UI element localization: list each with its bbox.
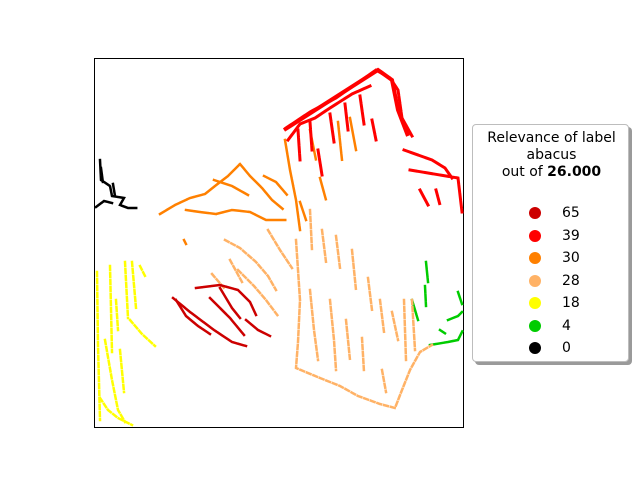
relevance-stroke-4-0 <box>423 260 430 308</box>
legend-item-18: 18 <box>473 293 630 313</box>
legend-dot-0 <box>529 342 541 354</box>
relevance-marks <box>94 67 465 427</box>
relevance-stroke-18-3 <box>103 338 127 424</box>
relevance-stroke-39-5 <box>316 118 378 177</box>
relevance-stroke-39-2 <box>296 94 366 162</box>
legend-title-value: 26.000 <box>547 164 602 180</box>
legend-title-line3: out of 26.000 <box>473 164 630 181</box>
relevance-stroke-30-6 <box>182 200 308 246</box>
relevance-stroke-65-1 <box>174 298 212 336</box>
legend-label-0: 0 <box>562 340 571 356</box>
relevance-stroke-28-2 <box>236 268 280 318</box>
relevance-stroke-28-3 <box>308 208 358 292</box>
relevance-stroke-65-4 <box>208 296 246 337</box>
relevance-stroke-30-3 <box>238 162 286 212</box>
relevance-stroke-30-2 <box>158 162 242 216</box>
series-65-marks <box>171 283 272 348</box>
legend-item-39: 39 <box>473 226 630 246</box>
legend-dot-18 <box>529 297 541 309</box>
legend-dot-4 <box>529 319 541 332</box>
relevance-stroke-18-2 <box>128 264 157 348</box>
relevance-stroke-0-2 <box>99 166 117 198</box>
legend-label-65: 65 <box>562 205 580 221</box>
relevance-stroke-0-1 <box>94 199 114 209</box>
relevance-stroke-39-1 <box>285 84 372 143</box>
legend-label-39: 39 <box>562 227 580 244</box>
relevance-stroke-4-4 <box>438 328 448 336</box>
relevance-stroke-39-4 <box>417 187 442 208</box>
legend-item-28: 28 <box>473 271 630 291</box>
legend-label-28: 28 <box>562 272 580 289</box>
relevance-stroke-30-5 <box>212 174 290 198</box>
relevance-stroke-30-0 <box>283 138 302 232</box>
roof-outline-39 <box>282 67 410 137</box>
relevance-stroke-65-0 <box>171 296 248 348</box>
relevance-stroke-65-3 <box>244 318 272 338</box>
relevance-stroke-28-5 <box>402 298 417 362</box>
relevance-stroke-28-4 <box>366 276 400 342</box>
relevance-stroke-28-1 <box>223 238 278 292</box>
relevance-stroke-18-1 <box>108 260 138 354</box>
legend-label-18: 18 <box>562 295 580 311</box>
legend-label-30: 30 <box>562 250 580 266</box>
legend-item-0: 0 <box>473 338 630 358</box>
legend-label-4: 4 <box>562 317 571 334</box>
relevance-stroke-65-2 <box>194 283 258 317</box>
relevance-stroke-28-0 <box>294 238 434 410</box>
legend-item-65: 65 <box>473 203 630 223</box>
relevance-stroke-28-8 <box>266 228 294 270</box>
relevance-stroke-65-5 <box>218 286 242 320</box>
relevance-stroke-28-7 <box>344 318 388 394</box>
relevance-stroke-4-3 <box>446 290 464 322</box>
legend-dot-65 <box>529 207 541 219</box>
legend-dot-28 <box>529 274 541 287</box>
legend-item-4: 4 <box>473 316 630 336</box>
legend-item-30: 30 <box>473 248 630 268</box>
series-18-marks <box>95 260 157 427</box>
relevance-stroke-28-6 <box>308 288 338 372</box>
legend-title-line2: abacus <box>526 147 577 163</box>
relevance-stroke-18-0 <box>95 270 102 422</box>
relevance-stroke-18-4 <box>114 298 126 394</box>
relevance-stroke-30-4 <box>184 208 288 222</box>
legend-dot-39 <box>529 229 541 242</box>
relevance-stroke-18-5 <box>98 396 134 427</box>
series-4-marks <box>410 260 465 347</box>
legend-title-prefix: out of <box>501 164 548 180</box>
series-0-marks <box>94 158 140 210</box>
relevance-stroke-39-3 <box>402 148 464 214</box>
relevance-stroke-4-2 <box>428 328 465 347</box>
legend: Relevance of label abacus out of 26.000 … <box>472 124 629 362</box>
legend-title-line1: Relevance of label <box>487 130 616 146</box>
legend-dot-30 <box>529 252 541 264</box>
